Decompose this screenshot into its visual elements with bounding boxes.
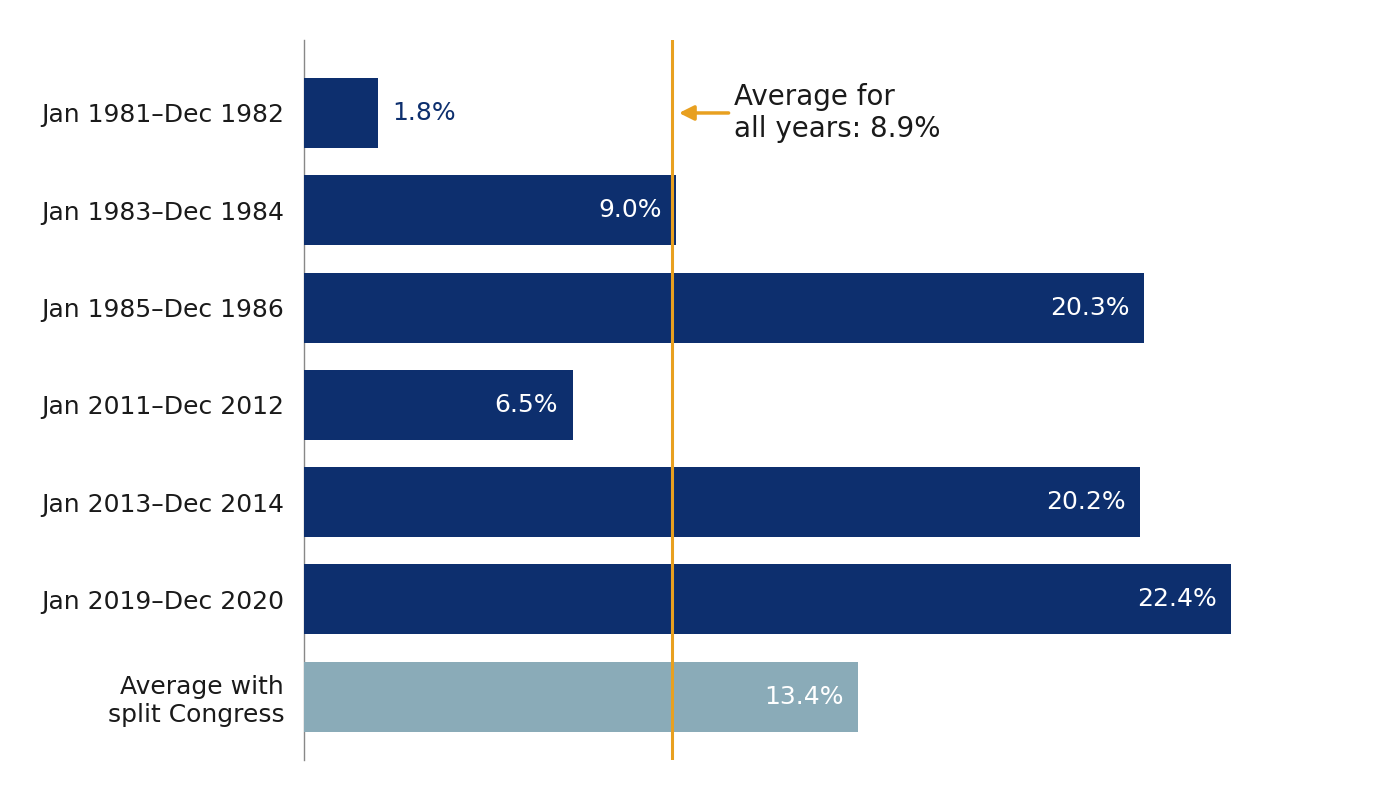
Bar (304, 370, 573, 440)
Text: 6.5%: 6.5% (494, 393, 558, 417)
Text: 13.4%: 13.4% (765, 685, 845, 709)
Text: 22.4%: 22.4% (1137, 587, 1216, 611)
Bar (304, 565, 1231, 634)
Bar (304, 78, 378, 148)
Bar (304, 467, 1140, 537)
Text: 20.3%: 20.3% (1050, 295, 1129, 319)
Text: 9.0%: 9.0% (598, 198, 662, 222)
Text: Average for
all years: 8.9%: Average for all years: 8.9% (683, 82, 941, 143)
Bar (304, 273, 1144, 342)
Text: 20.2%: 20.2% (1046, 490, 1125, 514)
Text: 1.8%: 1.8% (393, 101, 457, 125)
Bar (304, 662, 858, 732)
Bar (304, 175, 676, 246)
